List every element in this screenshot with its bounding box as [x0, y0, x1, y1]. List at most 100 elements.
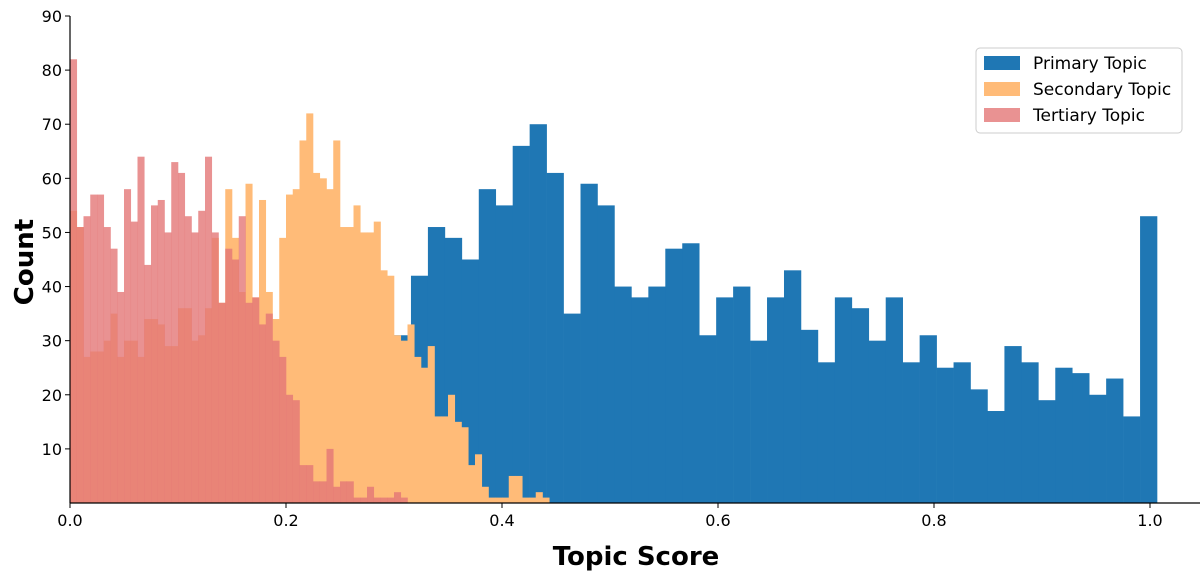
bar-secondary-topic-66 [515, 475, 523, 503]
bar-tertiary-topic-48 [394, 492, 402, 503]
bar-secondary-topic-45 [373, 221, 381, 503]
bar-secondary-topic-40 [340, 227, 348, 503]
bar-tertiary-topic-29 [265, 313, 273, 503]
bar-tertiary-topic-3 [90, 194, 98, 503]
series-primary-topic [394, 124, 1158, 504]
bar-secondary-topic-46 [380, 270, 388, 503]
bar-tertiary-topic-5 [103, 227, 111, 503]
y-axis-title: Count [10, 219, 40, 305]
bar-primary-topic-36 [1004, 346, 1022, 503]
bar-primary-topic-15 [648, 286, 666, 503]
bar-primary-topic-17 [682, 243, 700, 503]
bar-primary-topic-11 [580, 183, 598, 504]
legend-label-tertiary-topic: Tertiary Topic [1032, 106, 1145, 126]
bar-secondary-topic-47 [387, 275, 395, 503]
bar-primary-topic-41 [1089, 394, 1107, 503]
bar-secondary-topic-51 [414, 356, 422, 503]
bar-primary-topic-35 [987, 411, 1005, 503]
x-tick-label: 0.4 [489, 511, 514, 530]
bar-tertiary-topic-42 [353, 497, 361, 503]
bar-secondary-topic-42 [353, 205, 361, 503]
bar-secondary-topic-52 [421, 367, 429, 503]
bar-primary-topic-42 [1106, 378, 1124, 503]
bar-secondary-topic-33 [292, 189, 300, 503]
bar-secondary-topic-59 [468, 465, 476, 503]
bar-tertiary-topic-24 [232, 259, 240, 503]
bar-tertiary-topic-2 [83, 216, 91, 503]
bar-secondary-topic-65 [508, 475, 516, 503]
bar-tertiary-topic-4 [97, 194, 105, 503]
bar-tertiary-topic-28 [259, 324, 267, 503]
bar-secondary-topic-44 [367, 232, 375, 503]
bar-primary-topic-32 [936, 367, 954, 503]
bar-primary-topic-24 [800, 329, 819, 503]
bar-tertiary-topic-22 [218, 302, 226, 503]
bar-primary-topic-16 [665, 248, 683, 503]
bar-secondary-topic-35 [306, 113, 314, 504]
y-tick-label: 10 [42, 440, 62, 459]
bar-secondary-topic-48 [394, 335, 402, 503]
bar-tertiary-topic-1 [76, 227, 84, 503]
bar-primary-topic-23 [783, 270, 802, 503]
x-tick-label: 0.6 [705, 511, 730, 530]
bar-primary-topic-8 [529, 124, 547, 503]
bar-secondary-topic-38 [326, 189, 334, 503]
legend-label-secondary-topic: Secondary Topic [1033, 80, 1171, 100]
bar-secondary-topic-56 [448, 394, 456, 503]
bar-tertiary-topic-32 [286, 394, 294, 503]
bar-primary-topic-5 [478, 189, 497, 503]
y-tick-label: 80 [42, 61, 62, 80]
y-tick-label: 90 [42, 7, 62, 26]
y-ticks: 10 20 30 40 50 60 70 80 90 [42, 7, 70, 459]
bar-tertiary-topic-44 [367, 486, 375, 503]
bar-tertiary-topic-11 [144, 264, 152, 503]
bar-tertiary-topic-25 [238, 216, 246, 503]
bar-primary-topic-31 [919, 335, 937, 503]
x-tick-label: 0.2 [273, 511, 298, 530]
x-ticks: 0.0 0.2 0.4 0.6 0.8 1.0 [57, 503, 1163, 530]
bar-tertiary-topic-35 [306, 465, 314, 503]
bar-tertiary-topic-12 [151, 205, 159, 503]
bar-secondary-topic-67 [522, 497, 530, 503]
x-axis-title: Topic Score [553, 542, 720, 572]
y-tick-label: 50 [42, 223, 62, 242]
bar-primary-topic-18 [699, 335, 717, 503]
legend-swatch-secondary-topic [984, 82, 1020, 96]
bar-primary-topic-43 [1123, 416, 1141, 503]
bar-tertiary-topic-41 [346, 481, 354, 503]
bar-secondary-topic-49 [400, 340, 408, 503]
bar-primary-topic-44 [1140, 216, 1158, 503]
bar-tertiary-topic-8 [124, 189, 132, 503]
bar-secondary-topic-54 [434, 416, 442, 503]
y-tick-label: 20 [42, 386, 62, 405]
bar-primary-topic-9 [546, 172, 564, 504]
bar-tertiary-topic-27 [252, 297, 260, 503]
bar-tertiary-topic-34 [299, 465, 307, 503]
bar-tertiary-topic-47 [387, 497, 395, 503]
legend-box [975, 47, 1183, 134]
bar-primary-topic-28 [868, 340, 887, 503]
legend-items: Primary Topic Secondary Topic Tertiary Top… [984, 54, 1171, 126]
bar-primary-topic-10 [563, 313, 581, 503]
bar-tertiary-topic-33 [292, 400, 300, 503]
y-tick-label: 30 [42, 332, 62, 351]
bar-primary-topic-39 [1055, 367, 1073, 503]
bar-secondary-topic-63 [495, 497, 503, 503]
bar-secondary-topic-34 [299, 140, 307, 503]
bar-tertiary-topic-9 [130, 221, 138, 503]
bar-primary-topic-38 [1038, 400, 1056, 503]
bar-secondary-topic-39 [333, 140, 341, 503]
bar-secondary-topic-68 [529, 497, 537, 503]
legend-label-primary-topic: Primary Topic [1033, 54, 1147, 74]
bar-tertiary-topic-31 [279, 356, 287, 503]
bar-secondary-topic-36 [313, 172, 321, 504]
bar-tertiary-topic-40 [340, 481, 348, 503]
x-tick-label: 0.8 [921, 511, 946, 530]
bar-secondary-topic-70 [542, 497, 550, 503]
bar-tertiary-topic-30 [272, 340, 280, 503]
bar-secondary-topic-58 [461, 427, 469, 503]
bar-primary-topic-33 [953, 362, 971, 503]
bar-tertiary-topic-6 [110, 248, 118, 503]
bar-secondary-topic-53 [427, 346, 435, 503]
bar-tertiary-topic-18 [191, 232, 199, 503]
